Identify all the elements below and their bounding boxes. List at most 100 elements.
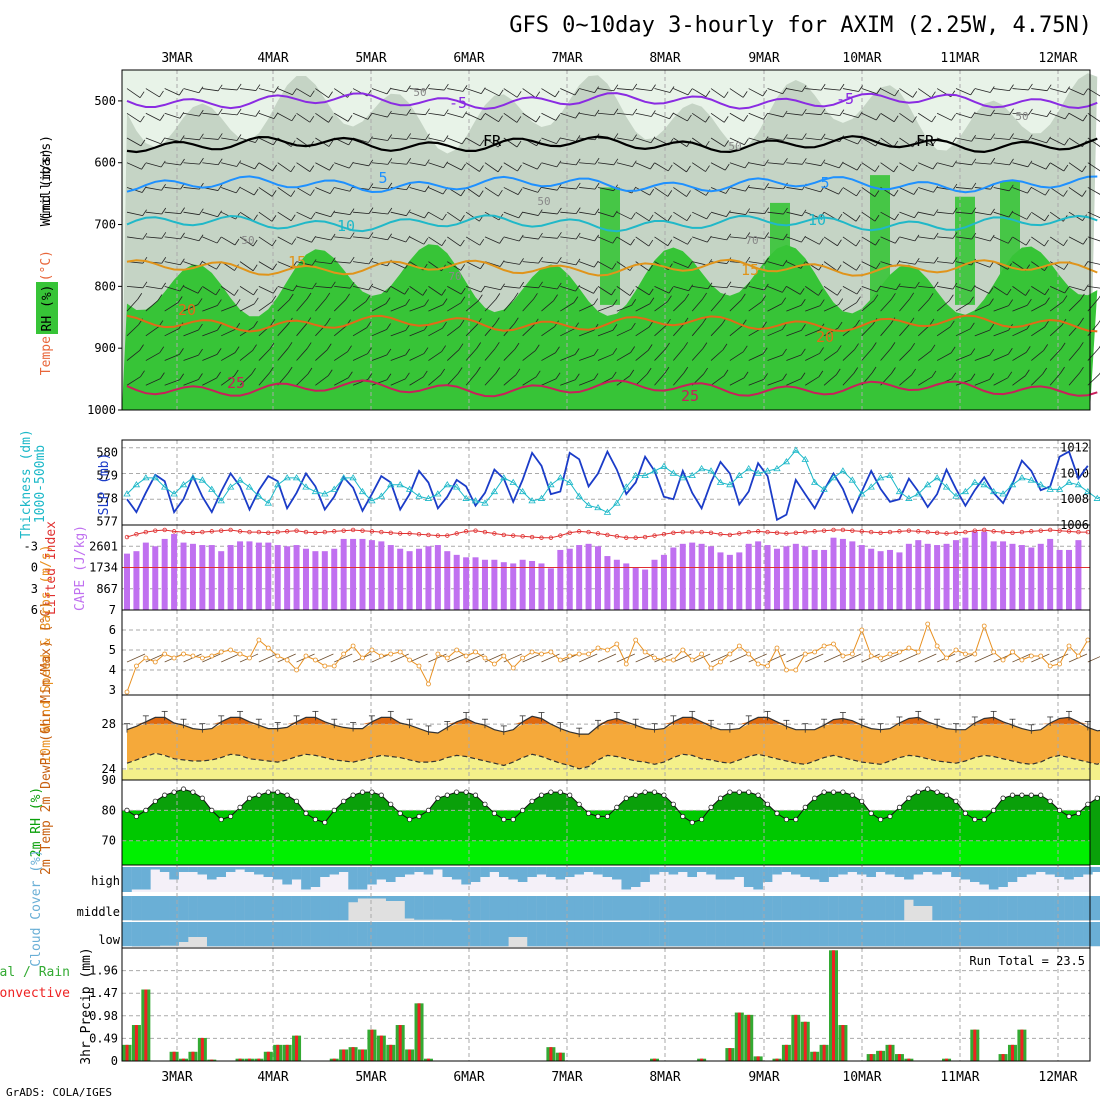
wind-barb bbox=[334, 187, 350, 192]
wind-barb bbox=[579, 211, 596, 216]
rh2m-point bbox=[510, 816, 516, 823]
wind-barb-flag bbox=[743, 115, 749, 122]
wind-barb bbox=[503, 261, 520, 265]
cloud-bar-low bbox=[338, 922, 349, 947]
wind-barb-flag bbox=[1082, 114, 1088, 122]
wind-barb-flag bbox=[914, 234, 920, 242]
wind-speed-point bbox=[435, 651, 441, 657]
wind-barb-flag bbox=[575, 207, 581, 214]
li-point bbox=[850, 528, 855, 533]
wind-barb-flag bbox=[764, 207, 769, 214]
cloud-bar-high bbox=[282, 867, 292, 885]
wind-barb-flag bbox=[651, 84, 656, 91]
cloud-bar-middle bbox=[800, 896, 811, 921]
wind-barb-flag bbox=[457, 367, 463, 374]
pressure-tick-label: 700 bbox=[94, 218, 116, 232]
wind-barb bbox=[560, 354, 576, 361]
cloud-bar-middle bbox=[206, 896, 217, 921]
wind-barb bbox=[993, 329, 1009, 337]
wind-barb bbox=[465, 112, 481, 121]
cape-tick-label: 1734 bbox=[89, 561, 118, 575]
wind-barb-flag bbox=[801, 324, 806, 331]
rh2m-point bbox=[680, 813, 686, 819]
wind-barb-flag bbox=[683, 366, 689, 374]
rh2m-point bbox=[567, 792, 573, 798]
precip-convective-bar bbox=[257, 1058, 261, 1061]
cloud-bar-high bbox=[254, 867, 264, 875]
wind-barb bbox=[805, 162, 822, 167]
wind-barb bbox=[126, 285, 143, 289]
wind-barb bbox=[315, 187, 331, 194]
cloud-bar-high bbox=[781, 867, 792, 872]
isotherm-label: 25 bbox=[681, 387, 699, 405]
cloud-bar-middle bbox=[357, 896, 368, 899]
thickness-point bbox=[292, 474, 301, 481]
wind-barb bbox=[428, 351, 442, 361]
wind-barb bbox=[522, 162, 538, 170]
cloud-bar-low bbox=[800, 922, 811, 947]
wind-barb bbox=[503, 162, 518, 172]
wind-barb bbox=[805, 137, 822, 141]
wind-barb-flag bbox=[161, 282, 166, 290]
li-tick-label: 3 bbox=[31, 582, 38, 596]
isotherm-line bbox=[126, 175, 1098, 194]
wind-barb-flag bbox=[479, 238, 485, 246]
wind-barb-flag bbox=[515, 368, 521, 376]
cloud-bar-middle bbox=[640, 896, 650, 921]
cloud-bar-middle bbox=[555, 896, 566, 921]
wind-barb bbox=[955, 88, 971, 96]
wind-barb-flag bbox=[990, 157, 996, 165]
wind-barb-flag bbox=[686, 190, 691, 197]
li-point bbox=[379, 529, 384, 535]
wind-barb-flag bbox=[1026, 213, 1032, 220]
wind-barb bbox=[1068, 299, 1081, 312]
cloud-bar-low bbox=[677, 922, 688, 947]
li-point bbox=[840, 527, 846, 533]
cape-bar bbox=[189, 543, 196, 610]
wind-speed-point bbox=[897, 649, 902, 655]
wind-tick-label: 3 bbox=[109, 683, 116, 697]
wind-barb-flag bbox=[875, 262, 881, 269]
wind-barb-flag bbox=[406, 133, 412, 140]
wind-barb-flag bbox=[311, 259, 317, 266]
wind-speed-point bbox=[322, 663, 328, 669]
wind-barb bbox=[541, 162, 558, 168]
thickness-point bbox=[848, 476, 857, 483]
thickness-point bbox=[500, 474, 508, 481]
cloud-bar-low bbox=[451, 922, 462, 947]
cloud-bar-high bbox=[1026, 867, 1037, 875]
wind-barb bbox=[880, 285, 897, 291]
wind-barb-flag bbox=[1007, 371, 1013, 379]
wind-barb bbox=[277, 162, 292, 173]
cloud-bar-middle bbox=[904, 896, 914, 900]
wind-barb bbox=[673, 285, 689, 292]
wind-barb-flag bbox=[1009, 133, 1014, 140]
cape-bar bbox=[773, 548, 780, 610]
precip-panel: 00.490.981.471.96 bbox=[89, 947, 1091, 1068]
wind-barb-flag bbox=[612, 324, 618, 331]
isotherm-label: FR bbox=[483, 132, 502, 150]
wind-barb bbox=[880, 162, 894, 173]
wind-barb bbox=[823, 187, 839, 195]
precip-convective-bar bbox=[285, 1044, 289, 1061]
precip-legend-rain: Total / Rain bbox=[0, 965, 70, 980]
wind-barb bbox=[465, 324, 478, 337]
wind-barb-flag bbox=[989, 373, 995, 380]
cloud-bar-middle bbox=[141, 896, 151, 921]
cloud-bar-low bbox=[960, 922, 971, 947]
wind-barb-flag bbox=[198, 234, 204, 241]
cape-bar bbox=[981, 531, 988, 610]
slp-ylabel: SLP (mb) bbox=[97, 453, 112, 516]
thickness-point bbox=[810, 478, 819, 485]
wind-barb-flag bbox=[253, 214, 258, 221]
wind-barb bbox=[710, 236, 727, 241]
wind-barb-flag bbox=[910, 342, 916, 350]
rh-plume bbox=[600, 187, 620, 305]
rh2m-point bbox=[623, 795, 629, 801]
wind-barb-flag bbox=[197, 298, 203, 305]
wind-barb-flag bbox=[932, 162, 938, 170]
wind-barb-flag bbox=[819, 299, 825, 306]
wind-barb-flag bbox=[178, 88, 184, 96]
wind-barb-flag bbox=[613, 133, 619, 140]
wind-barb-10m bbox=[880, 653, 899, 663]
